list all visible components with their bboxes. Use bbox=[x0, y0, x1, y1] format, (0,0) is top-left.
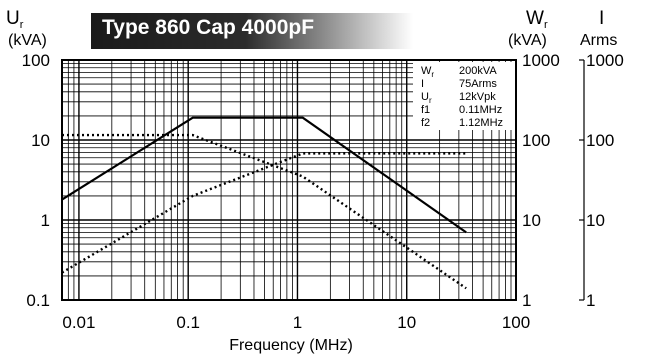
x-tick-label: 10 bbox=[397, 313, 416, 332]
legend-label-subscript: r bbox=[429, 96, 432, 105]
legend-box bbox=[413, 62, 515, 130]
right2-axis-unit: Arms bbox=[580, 32, 618, 49]
legend-label: f2 bbox=[421, 117, 430, 129]
legend-value: 0.11MHz bbox=[459, 104, 502, 116]
legend-value: 200kVA bbox=[459, 65, 497, 77]
legend-value: 12kVpk bbox=[459, 91, 496, 103]
plot-frame bbox=[61, 59, 517, 301]
left-tick-label: 100 bbox=[22, 51, 50, 70]
right2-tick-label: 1 bbox=[586, 291, 595, 310]
right1-axis-label: Wr bbox=[526, 8, 548, 31]
chart-title-band bbox=[91, 13, 413, 49]
left-axis-symbol: U bbox=[6, 8, 20, 29]
right2-tick-label: 10 bbox=[586, 211, 605, 230]
x-tick-label: 100 bbox=[502, 313, 530, 332]
series-line-1 bbox=[61, 116, 467, 234]
left-axis-unit: (kVA) bbox=[8, 32, 47, 49]
right1-axis-symbol: W bbox=[526, 8, 544, 29]
legend-label: Wr bbox=[421, 65, 434, 79]
left-tick-label: 10 bbox=[31, 131, 50, 150]
legend-label-subscript: r bbox=[431, 70, 434, 79]
left-tick-label: 0.1 bbox=[26, 291, 50, 310]
series-line-2 bbox=[62, 133, 467, 290]
legend-value: 75Arms bbox=[459, 78, 497, 90]
right1-axis-unit: (kVA) bbox=[508, 32, 547, 49]
right1-tick-label: 10 bbox=[522, 211, 541, 230]
right1-tick-label: 1000 bbox=[522, 51, 560, 70]
x-tick-label: 1 bbox=[293, 313, 302, 332]
right1-axis-subscript: r bbox=[543, 19, 548, 31]
legend-label: I bbox=[421, 78, 424, 90]
right1-tick-label: 1 bbox=[522, 291, 531, 310]
x-tick-label: 0.01 bbox=[62, 313, 95, 332]
legend-label: Ur bbox=[421, 91, 432, 105]
legend-label: f1 bbox=[421, 104, 430, 116]
series-line-3 bbox=[61, 152, 467, 274]
legend-value: 1.12MHz bbox=[459, 117, 503, 129]
right2-axis-label: I bbox=[599, 8, 605, 29]
left-tick-label: 1 bbox=[41, 211, 50, 230]
x-tick-label: 0.1 bbox=[176, 313, 200, 332]
right1-tick-label: 100 bbox=[522, 131, 550, 150]
left-axis-label: Ur bbox=[6, 8, 24, 31]
x-axis-title: Frequency (MHz) bbox=[229, 337, 353, 354]
left-axis-subscript: r bbox=[19, 19, 24, 31]
right2-tick-label: 1000 bbox=[586, 51, 624, 70]
chart-title: Type 860 Cap 4000pF bbox=[102, 16, 315, 39]
right2-tick-label: 100 bbox=[586, 131, 614, 150]
